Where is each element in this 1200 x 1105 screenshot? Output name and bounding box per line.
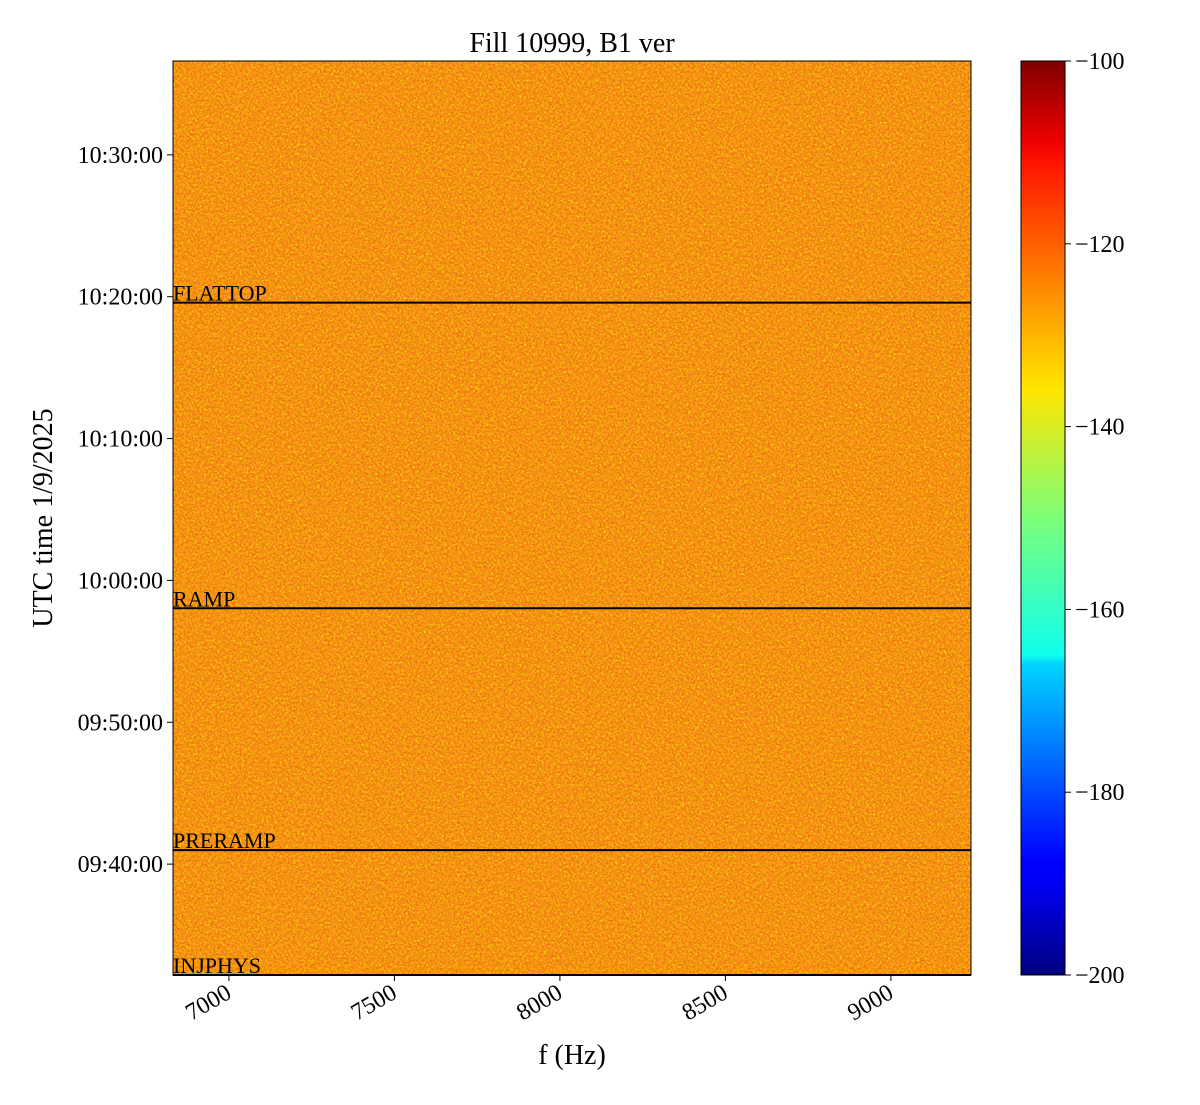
- y-tick-label: 10:30:00: [78, 143, 163, 169]
- y-tick-label: 09:40:00: [78, 852, 163, 878]
- y-axis-label: UTC time 1/9/2025: [28, 408, 59, 627]
- y-tick-label: 10:00:00: [78, 568, 163, 594]
- phase-label: PRERAMP: [173, 828, 276, 853]
- colorbar-tick-label: −100: [1075, 49, 1125, 75]
- colorbar-tick-label: −160: [1075, 597, 1125, 623]
- phase-label: FLATTOP: [173, 281, 267, 306]
- x-tick-label: 7000: [181, 980, 236, 1027]
- spectrogram-texture: [173, 61, 971, 975]
- phase-label: RAMP: [173, 586, 235, 611]
- colorbar-tick-label: −200: [1075, 963, 1125, 989]
- y-tick-label: 10:10:00: [78, 427, 163, 453]
- x-tick-label: 8500: [678, 980, 733, 1027]
- x-tick-label: 8000: [512, 980, 567, 1027]
- colorbar: [1020, 60, 1066, 976]
- colorbar-tick-label: −180: [1075, 780, 1125, 806]
- y-tick-label: 09:50:00: [78, 710, 163, 736]
- x-tick-label: 7500: [347, 980, 402, 1027]
- x-tick-label: 9000: [843, 980, 898, 1027]
- phase-label: INJPHYS: [173, 953, 261, 978]
- y-tick-label: 10:20:00: [78, 285, 163, 311]
- colorbar-tick-label: −140: [1075, 415, 1125, 441]
- colorbar-tick-label: −120: [1075, 232, 1125, 258]
- x-axis-label: f (Hz): [538, 1040, 606, 1071]
- chart-title: Fill 10999, B1 ver: [469, 28, 675, 59]
